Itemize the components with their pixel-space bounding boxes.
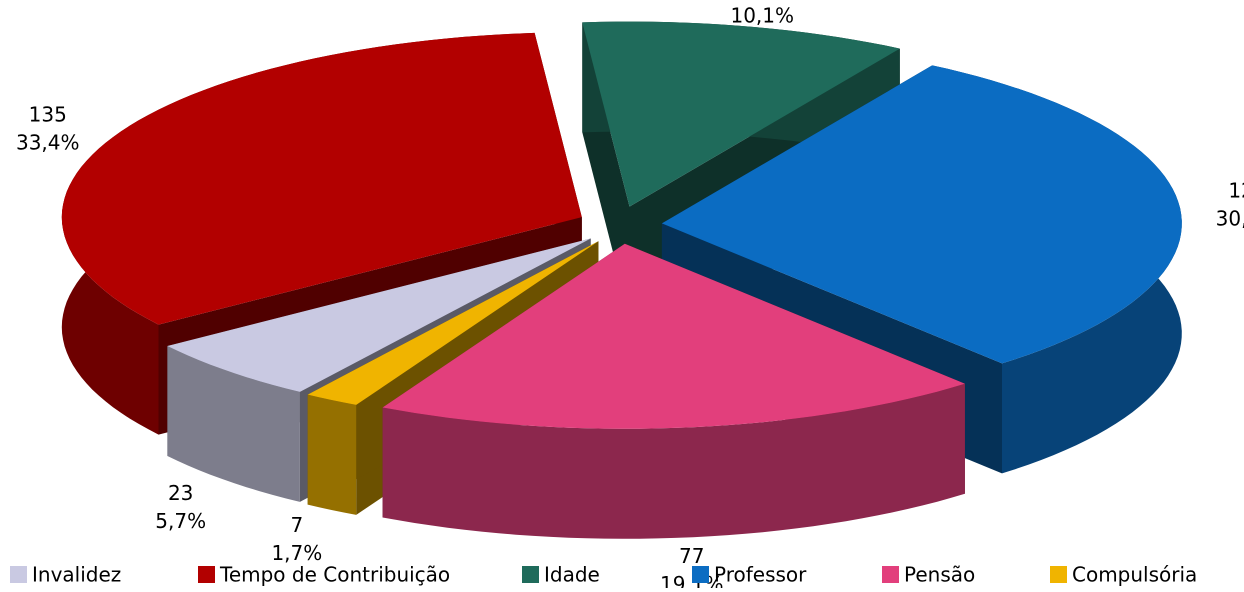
data-label-percent: 10,1% xyxy=(730,3,794,27)
slice-top xyxy=(382,243,965,429)
data-label-percent: 33,4% xyxy=(16,130,80,154)
data-label-percent: 5,7% xyxy=(155,509,206,533)
data-label-percent: 1,7% xyxy=(271,541,322,565)
slice-wall xyxy=(307,394,357,515)
data-label: 135 xyxy=(29,102,67,126)
slice-top xyxy=(307,241,599,405)
data-label: 121 xyxy=(1228,179,1244,203)
legend-swatch xyxy=(1050,566,1067,583)
legend-label: Invalidez xyxy=(32,563,121,587)
slice xyxy=(382,243,965,539)
legend-swatch xyxy=(198,566,215,583)
data-label: 23 xyxy=(168,481,193,505)
legend-label: Pensão xyxy=(904,563,975,587)
slice-top xyxy=(61,32,582,325)
data-label: 7 xyxy=(290,513,303,537)
legend-swatch xyxy=(10,566,27,583)
legend-swatch xyxy=(692,566,709,583)
legend-label: Professor xyxy=(714,563,807,587)
slice-wall xyxy=(167,346,300,502)
slice-top xyxy=(661,65,1182,364)
data-label-percent: 30,0% xyxy=(1216,207,1244,231)
slice-top xyxy=(167,238,591,392)
slice-wall xyxy=(382,383,965,539)
legend-label: Idade xyxy=(544,563,600,587)
legend-label: Compulsória xyxy=(1072,563,1197,587)
data-label: 77 xyxy=(679,544,704,568)
legend-swatch xyxy=(522,566,539,583)
legend-label: Tempo de Contribuição xyxy=(219,563,450,587)
legend-swatch xyxy=(882,566,899,583)
slice-top xyxy=(582,21,900,207)
